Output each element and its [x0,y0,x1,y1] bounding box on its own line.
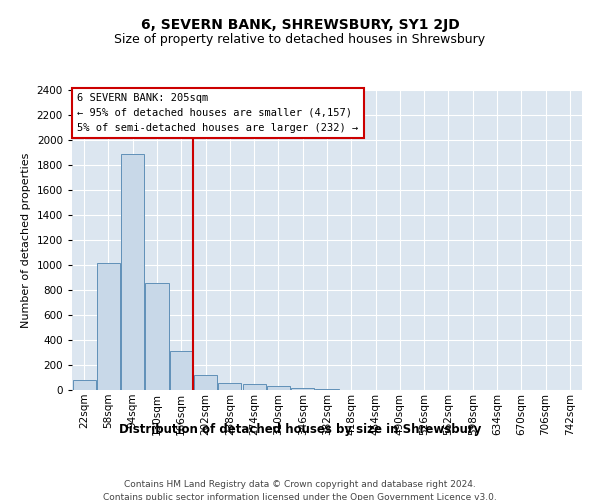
Bar [194,375,217,390]
Text: Distribution of detached houses by size in Shrewsbury: Distribution of detached houses by size … [119,422,481,436]
Bar [97,262,120,390]
Bar [121,154,144,390]
Text: Size of property relative to detached houses in Shrewsbury: Size of property relative to detached ho… [115,32,485,46]
Bar [145,282,169,390]
Bar [218,383,241,390]
Bar [291,388,314,390]
Text: Contains HM Land Registry data © Crown copyright and database right 2024.
Contai: Contains HM Land Registry data © Crown c… [103,480,497,500]
Bar [242,384,266,390]
Bar [170,351,193,390]
Text: 6, SEVERN BANK, SHREWSBURY, SY1 2JD: 6, SEVERN BANK, SHREWSBURY, SY1 2JD [140,18,460,32]
Bar [267,386,290,390]
Y-axis label: Number of detached properties: Number of detached properties [21,152,31,328]
Text: 6 SEVERN BANK: 205sqm
← 95% of detached houses are smaller (4,157)
5% of semi-de: 6 SEVERN BANK: 205sqm ← 95% of detached … [77,93,358,132]
Bar [73,380,95,390]
